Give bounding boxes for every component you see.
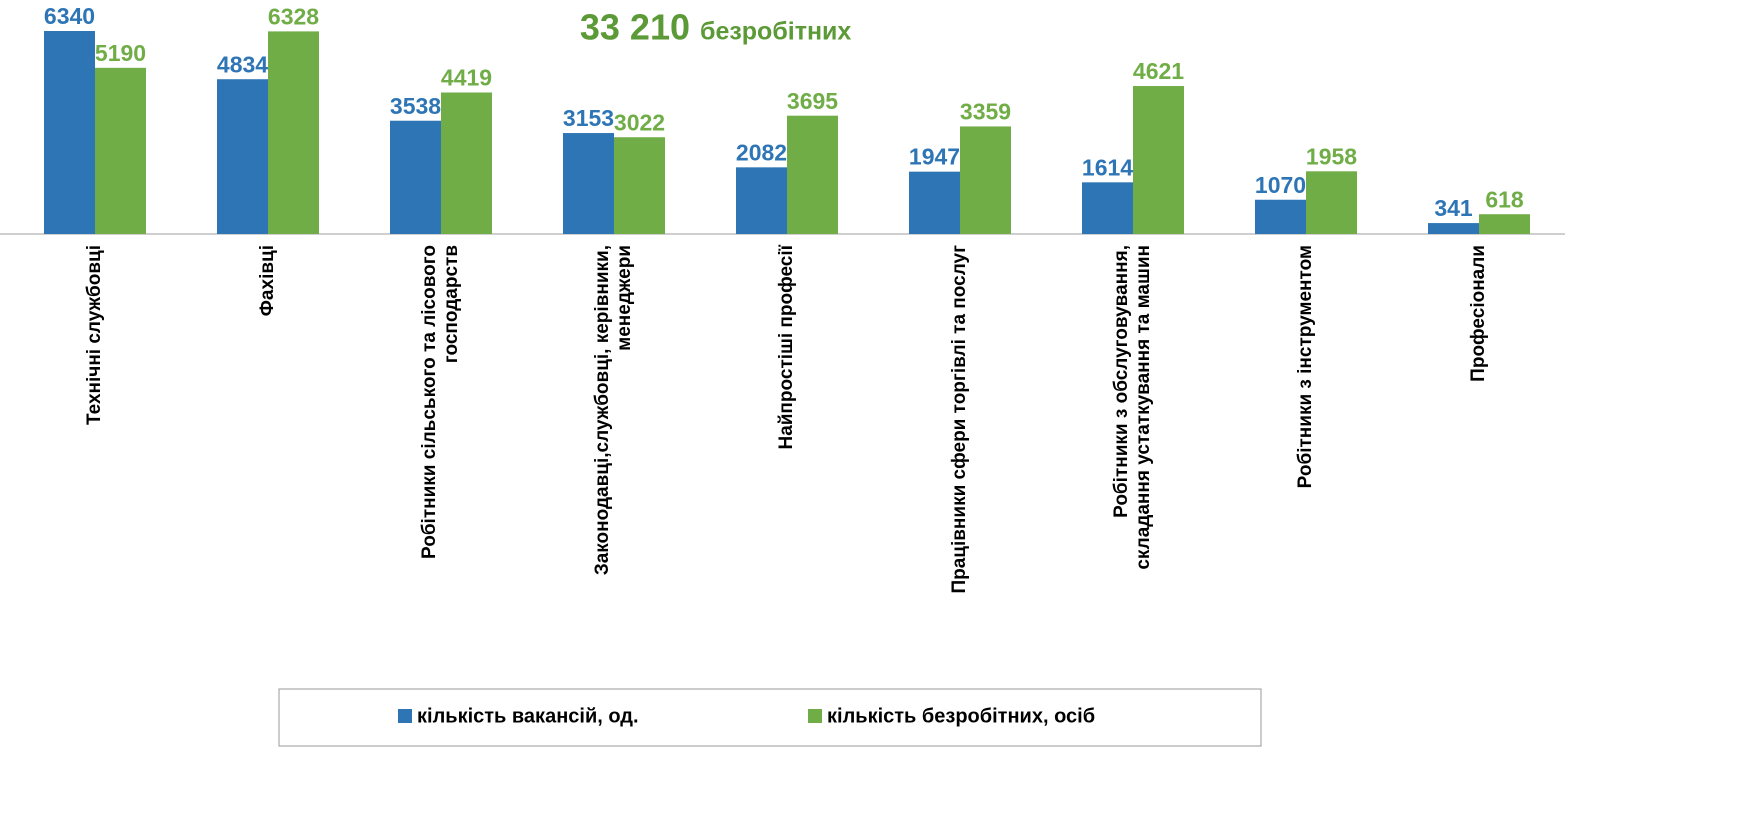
bar [614,137,665,234]
value-label: 3022 [614,109,665,135]
bar [563,133,614,234]
x-tick-label: Технічні службовці [84,245,105,425]
bar [1255,199,1306,234]
bar [1082,182,1133,234]
value-label: 618 [1485,186,1524,212]
value-label: 5190 [95,40,146,66]
bar [909,171,960,234]
value-label: 1070 [1255,172,1306,198]
bar [1306,171,1357,234]
value-label: 6340 [44,3,95,29]
value-label: 1958 [1306,143,1357,169]
legend-swatch [398,709,412,723]
chart-title: 33 210 [580,7,690,48]
bar [787,115,838,234]
x-tick-label: Робітники з інструментом [1295,245,1316,488]
x-tick-label: Працівники сфери торгівлі та послуг [949,245,970,594]
value-label: 3359 [960,99,1011,125]
bar [441,92,492,234]
bar [736,167,787,234]
bar [95,67,146,234]
bar [44,31,95,234]
x-tick-label: Найпростіші професії [776,244,797,449]
value-label: 3695 [787,88,838,114]
x-tick-label: Законодавці,службовці, керівники,менедже… [592,245,635,575]
x-tick-label: Робітники з обслуговування,складання уст… [1111,245,1154,570]
bar [1428,223,1479,234]
x-tick-label: Робітники сільського та лісовогогосподар… [419,245,462,559]
bar [1133,86,1184,235]
bar [390,120,441,234]
bar [217,79,268,234]
chart-subtitle: безробітних [700,18,851,46]
value-label: 4419 [441,65,492,91]
value-label: 4621 [1133,58,1184,84]
value-label: 341 [1434,195,1473,221]
legend-label: кількість безробітних, осіб [827,705,1095,727]
value-label: 1614 [1082,154,1133,180]
x-tick-label: Професіонали [1468,245,1489,382]
legend-swatch [808,709,822,723]
bar [1479,214,1530,234]
value-label: 3538 [390,93,441,119]
value-label: 3153 [563,105,614,131]
value-label: 4834 [217,51,268,77]
bar [268,31,319,234]
legend-box [278,688,1262,747]
x-tick-label: Фахівці [257,245,278,316]
bar [960,126,1011,234]
value-label: 2082 [736,139,787,165]
value-label: 1947 [909,144,960,170]
legend-label: кількість вакансій, од. [417,705,639,727]
value-label: 6328 [268,3,319,29]
